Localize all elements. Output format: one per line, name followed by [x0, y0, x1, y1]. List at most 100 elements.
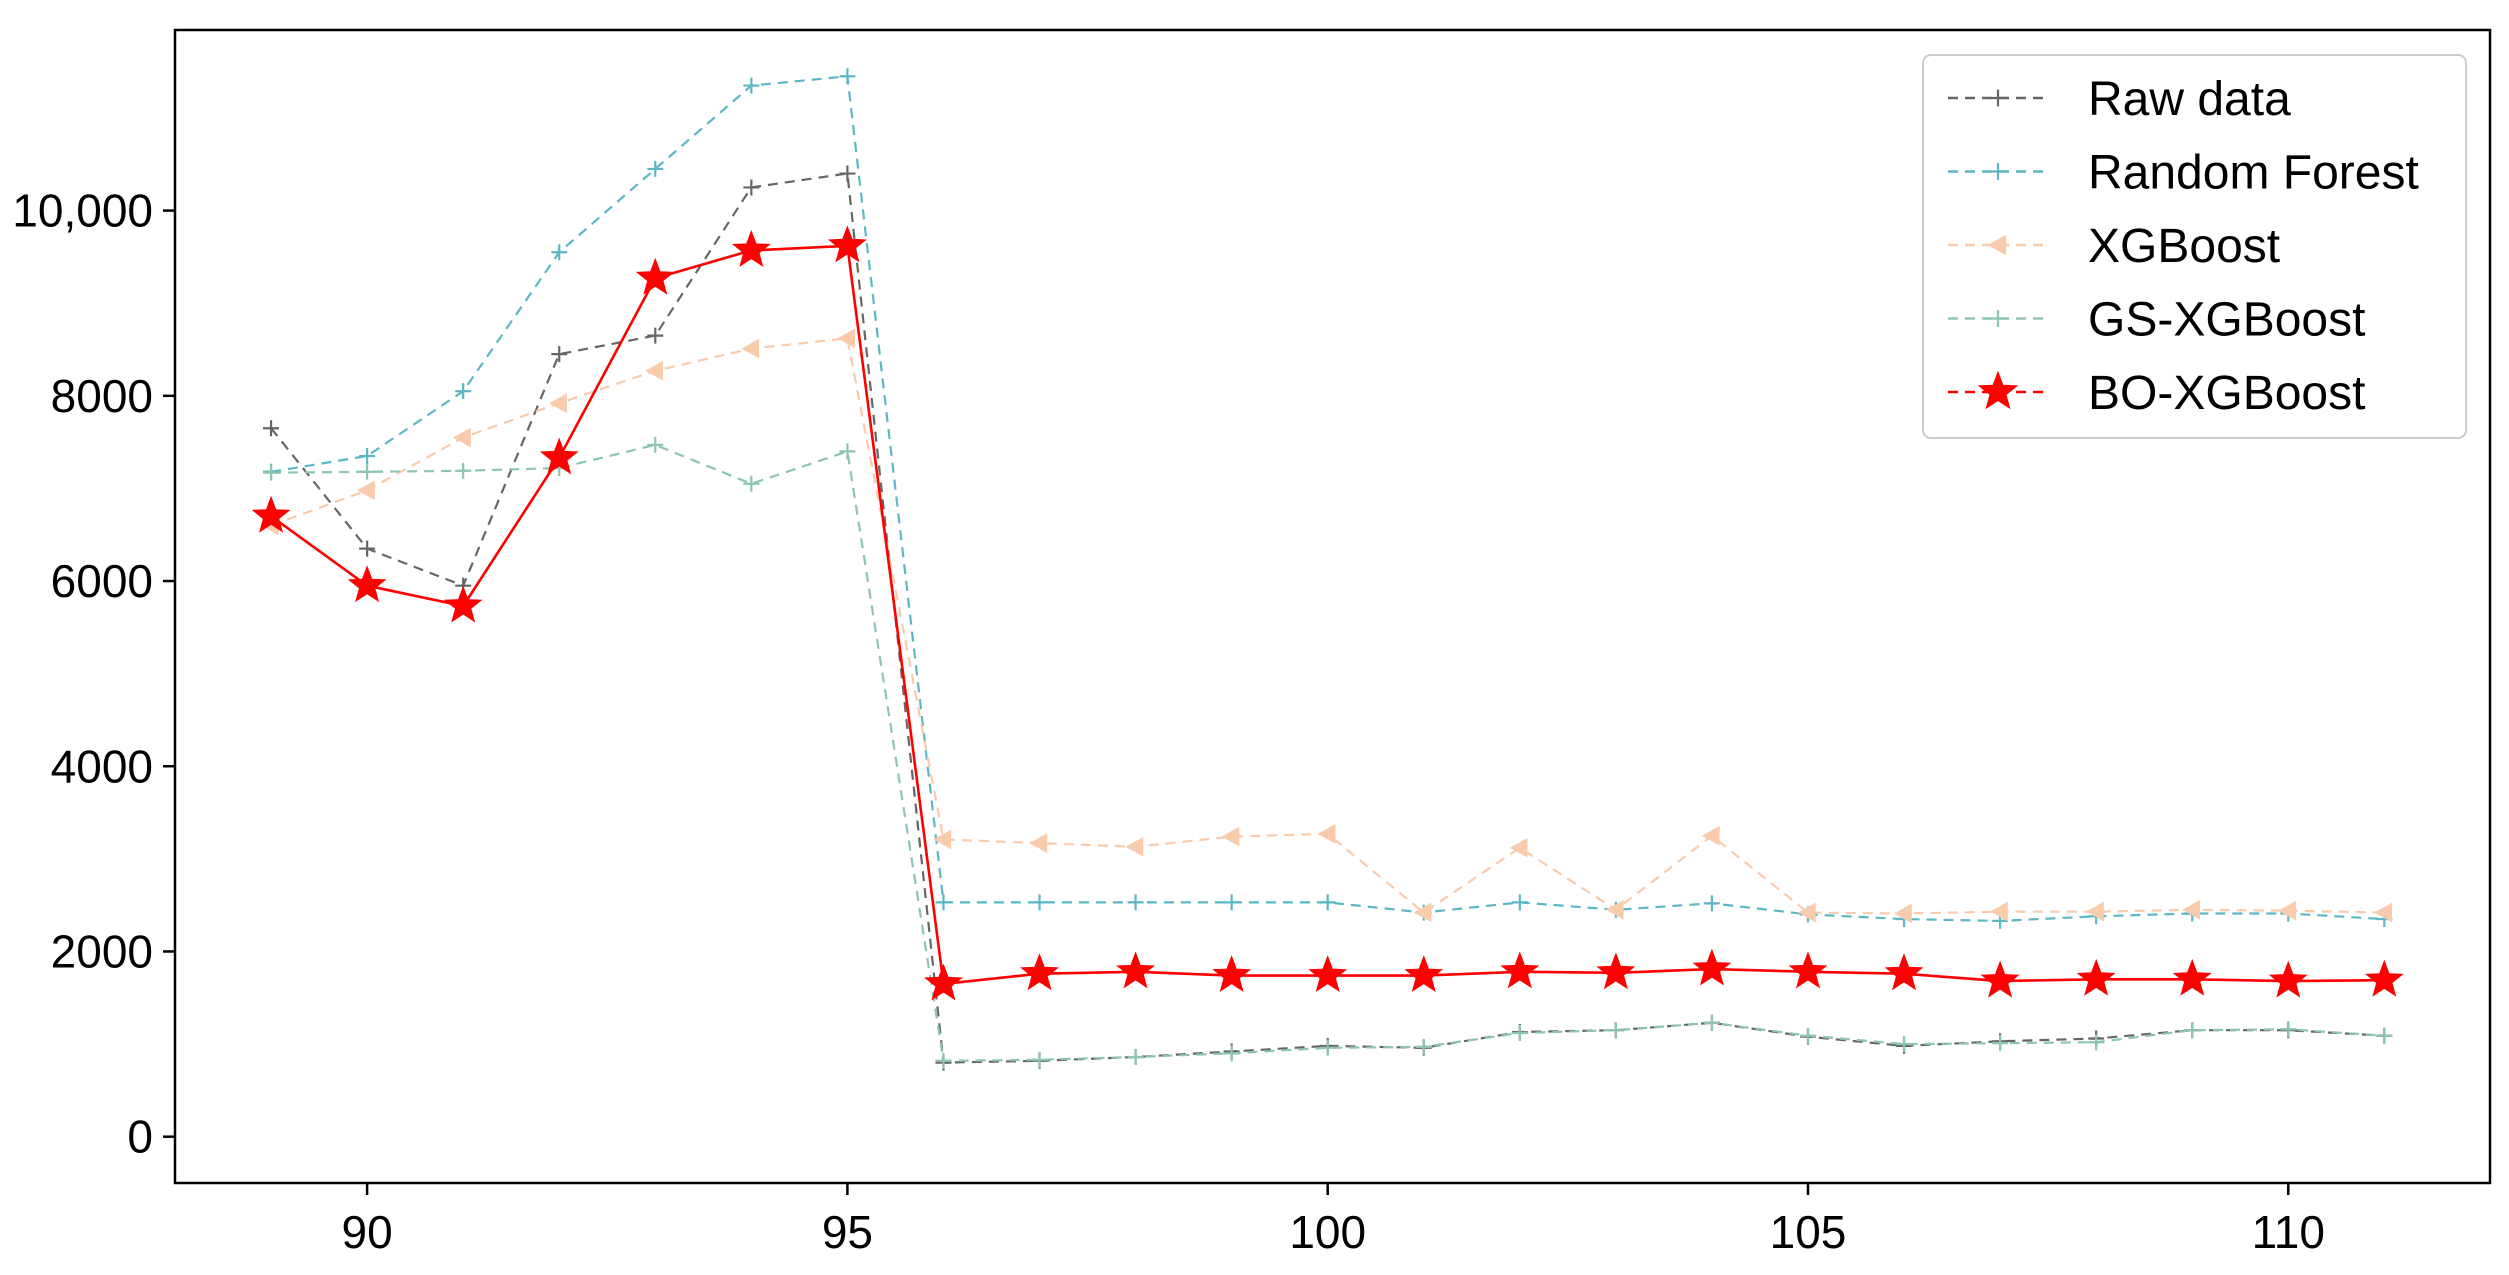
data-point-xgboost: [1221, 826, 1240, 847]
series-bo-xgboost: [251, 225, 2404, 1001]
legend-marker-bo-xgboost: [1977, 370, 2019, 410]
data-point-bo-xgboost: [1596, 952, 1636, 990]
data-point-random-forest: [743, 77, 760, 94]
data-point-xgboost: [2086, 901, 2104, 922]
data-point-xgboost: [2374, 902, 2393, 923]
y-tick-label: 0: [127, 1111, 153, 1163]
data-point-gs-xgboost: [2184, 1022, 2201, 1039]
data-point-gs-xgboost: [839, 443, 856, 460]
data-point-random-forest: [1031, 894, 1048, 911]
data-point-gs-xgboost: [2280, 1021, 2297, 1038]
data-point-random-forest: [1511, 894, 1528, 911]
x-tick-label: 100: [1289, 1206, 1366, 1258]
legend-label: XGBoost: [2088, 220, 2280, 273]
data-point-xgboost: [933, 829, 952, 850]
legend-marker-xgboost: [1987, 234, 2007, 256]
data-point-gs-xgboost: [1223, 1045, 1240, 1062]
axes: 90 95 100 105 110 0 2000 4000 6000 8000 10,000: [12, 185, 2325, 1258]
series-line-gs-xgboost: [271, 443, 2385, 1062]
data-point-random-forest: [647, 160, 664, 177]
data-point-xgboost: [1029, 833, 1048, 853]
data-point-bo-xgboost: [1500, 951, 1540, 989]
legend-label: BO-XGBoost: [2088, 367, 2365, 420]
data-point-bo-xgboost: [443, 585, 483, 623]
series-line-raw-data: [270, 172, 2385, 1064]
data-point-bo-xgboost: [635, 257, 675, 295]
data-point-bo-xgboost: [1212, 955, 1252, 993]
data-point-gs-xgboost: [1896, 1036, 1913, 1053]
data-point-xgboost: [549, 393, 567, 414]
data-point-bo-xgboost: [1020, 953, 1059, 991]
data-point-raw-data: [743, 179, 760, 196]
data-point-xgboost: [741, 338, 760, 359]
data-point-xgboost: [1701, 825, 1720, 846]
data-point-random-forest: [359, 448, 376, 465]
data-point-random-forest: [1223, 894, 1240, 911]
data-point-gs-xgboost: [647, 436, 664, 453]
plot-area-frame: [173, 28, 2492, 1185]
data-point-bo-xgboost: [2172, 958, 2212, 996]
data-point-raw-data: [647, 327, 664, 344]
series-layer: [251, 68, 2404, 1071]
data-point-gs-xgboost: [263, 464, 280, 481]
data-point-gs-xgboost: [1703, 1014, 1720, 1031]
data-point-random-forest: [1319, 894, 1336, 911]
data-point-bo-xgboost: [827, 225, 867, 263]
legend-item-raw-data: Raw data: [1948, 73, 2291, 126]
data-point-gs-xgboost: [1992, 1035, 2009, 1052]
data-point-bo-xgboost: [1692, 948, 1732, 986]
data-point-gs-xgboost: [935, 1052, 952, 1069]
x-tick-label: 105: [1770, 1206, 1847, 1258]
data-point-xgboost: [1125, 836, 1144, 857]
y-tick-label: 6000: [51, 555, 153, 607]
legend-item-gs-xgboost: GS-XGBoost: [1948, 294, 2365, 347]
data-point-random-forest: [551, 244, 568, 261]
data-point-xgboost: [453, 427, 471, 448]
data-point-gs-xgboost: [1415, 1038, 1432, 1055]
data-point-xgboost: [1317, 824, 1336, 844]
legend-item-random-forest: Random Forest: [1948, 147, 2419, 200]
data-point-bo-xgboost: [251, 495, 291, 533]
data-point-raw-data: [551, 346, 568, 363]
data-point-bo-xgboost: [1884, 953, 1924, 991]
data-point-gs-xgboost: [1511, 1024, 1528, 1041]
data-point-gs-xgboost: [2088, 1034, 2105, 1051]
data-point-bo-xgboost: [1116, 951, 1156, 989]
data-point-raw-data: [359, 540, 376, 557]
y-tick-label: 10,000: [12, 185, 153, 237]
data-point-xgboost: [1990, 901, 2008, 922]
legend-label: Raw data: [2088, 73, 2291, 126]
data-point-xgboost: [1509, 837, 1528, 858]
data-point-xgboost: [2182, 899, 2200, 920]
data-point-xgboost: [645, 360, 663, 381]
y-tick-label: 4000: [51, 740, 153, 792]
data-point-xgboost: [837, 328, 856, 349]
data-point-gs-xgboost: [1031, 1051, 1048, 1068]
data-point-bo-xgboost: [2076, 958, 2116, 996]
x-tick-label: 90: [342, 1206, 393, 1258]
x-tick-label: 110: [2252, 1206, 2325, 1258]
series-gs-xgboost: [263, 436, 2393, 1069]
legend-item-bo-xgboost: BO-XGBoost: [1948, 367, 2365, 420]
data-point-bo-xgboost: [1788, 951, 1828, 989]
series-xgboost: [261, 328, 2393, 924]
legend-item-xgboost: XGBoost: [1948, 220, 2280, 273]
data-point-xgboost: [1605, 899, 1624, 920]
data-point-gs-xgboost: [455, 462, 472, 479]
data-point-xgboost: [357, 480, 375, 501]
data-point-bo-xgboost: [2364, 959, 2404, 997]
data-point-bo-xgboost: [539, 437, 579, 475]
data-point-bo-xgboost: [1308, 955, 1348, 993]
data-point-random-forest: [1127, 894, 1144, 911]
y-tick-label: 2000: [51, 925, 153, 977]
legend-box: [1922, 54, 2467, 439]
data-point-random-forest: [455, 383, 472, 400]
data-point-gs-xgboost: [1799, 1027, 1816, 1044]
legend-label: Random Forest: [2088, 147, 2419, 200]
data-point-raw-data: [839, 165, 856, 182]
series-line-random-forest: [270, 75, 2385, 923]
data-point-gs-xgboost: [1127, 1049, 1144, 1066]
data-point-random-forest: [935, 894, 952, 911]
data-point-bo-xgboost: [1404, 955, 1444, 993]
